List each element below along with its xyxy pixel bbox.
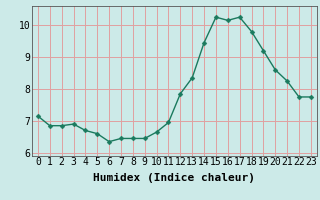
X-axis label: Humidex (Indice chaleur): Humidex (Indice chaleur) [93, 173, 255, 183]
